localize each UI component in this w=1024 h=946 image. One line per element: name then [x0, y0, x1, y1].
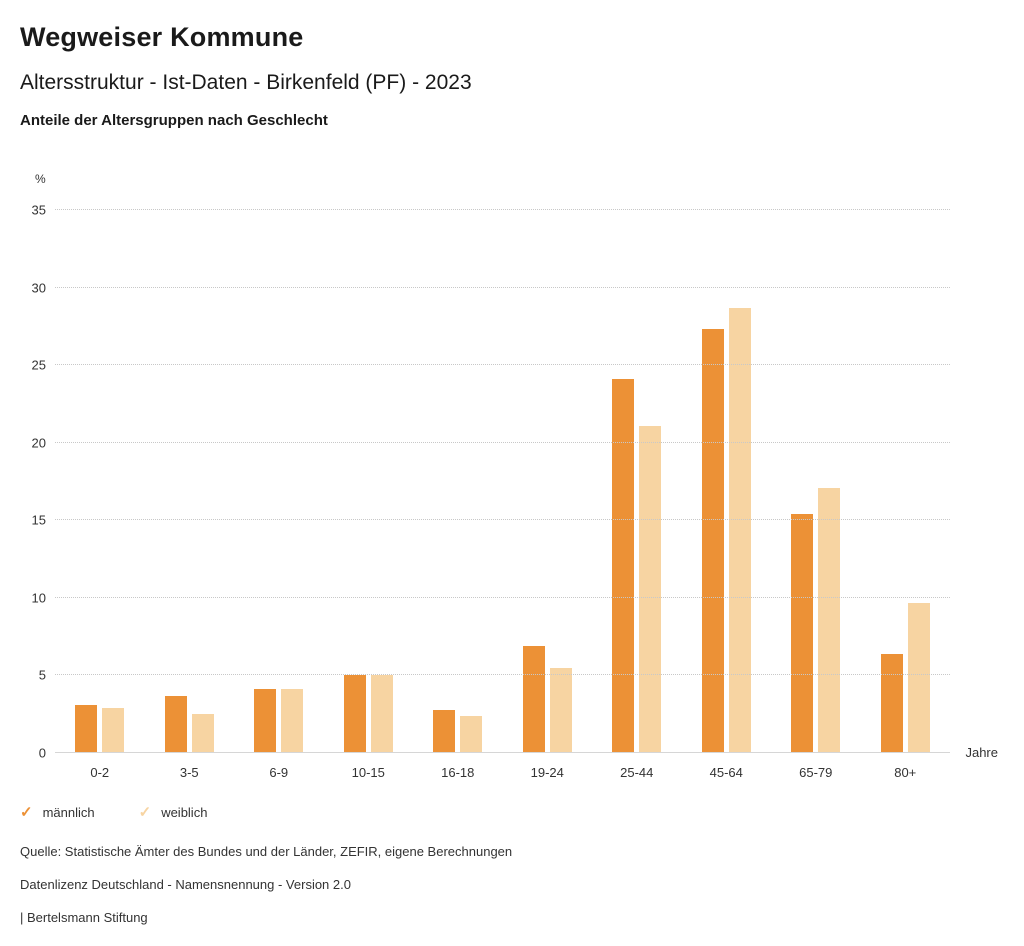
gridline [55, 596, 950, 598]
x-axis-tick-label: 10-15 [351, 765, 385, 780]
bar-group [682, 210, 772, 753]
chart-subsubtitle: Anteile der Altersgruppen nach Geschlech… [20, 112, 328, 129]
bar-männlich-80+[interactable] [880, 653, 903, 753]
checkmark-icon: ✓ [20, 804, 33, 821]
page-title: Wegweiser Kommune [20, 22, 304, 52]
gridline [55, 286, 950, 288]
bar-group [145, 210, 235, 753]
x-axis-tick-label: 45-64 [709, 765, 743, 780]
bar-weiblich-3-5[interactable] [191, 714, 214, 753]
y-axis-tick-label: 15 [31, 512, 46, 528]
x-axis-tick-label: 80+ [894, 765, 917, 780]
bar-weiblich-19-24[interactable] [549, 667, 572, 753]
y-axis-tick-label: 10 [31, 590, 46, 606]
bar-weiblich-80+[interactable] [907, 602, 930, 753]
gridline [55, 441, 950, 443]
bar-männlich-6-9[interactable] [254, 689, 277, 753]
x-axis-tick-label: 3-5 [179, 765, 199, 780]
x-axis-labels: 0-2 3-5 6-9 10-15 16-18 19-24 25-44 45-64 65-79 8… [55, 765, 950, 780]
bar-weiblich-0-2[interactable] [102, 708, 125, 753]
y-axis-tick-label: 25 [31, 357, 46, 373]
bar-weiblich-16-18[interactable] [460, 715, 483, 753]
bar-männlich-16-18[interactable] [433, 709, 456, 753]
legend-item-label: männlich [42, 804, 95, 820]
legend-item-label: weiblich [161, 804, 208, 820]
y-axis-tick-label: 35 [31, 202, 46, 218]
x-axis-tick-label: 0-2 [90, 765, 110, 780]
bar-männlich-65-79[interactable] [791, 514, 814, 753]
bar-groups [55, 210, 950, 753]
gridline [55, 752, 950, 753]
bar-group [503, 210, 593, 753]
bar-group [771, 210, 861, 753]
bar-weiblich-10-15[interactable] [370, 675, 393, 753]
x-axis-tick-label: 16-18 [441, 765, 475, 780]
gridline [55, 364, 950, 366]
legend-item-weiblich[interactable]: ✓ weiblich [139, 803, 208, 821]
source-text: Quelle: Statistische Ämter des Bundes un… [20, 844, 513, 859]
chart-header: Wegweiser Kommune Altersstruktur - Ist-D… [0, 0, 1024, 129]
bar-weiblich-25-44[interactable] [639, 425, 662, 753]
y-axis-tick-label: 0 [38, 745, 46, 761]
x-axis-tick-label: 25-44 [620, 765, 654, 780]
bar-männlich-19-24[interactable] [522, 645, 545, 753]
y-axis-tick-label: 5 [38, 667, 46, 683]
bar-group [55, 210, 145, 753]
x-axis-tick-label: 19-24 [530, 765, 564, 780]
bar-group [592, 210, 682, 753]
bar-männlich-25-44[interactable] [612, 379, 635, 753]
bar-chart: % 0-2 3-5 6-9 10-15 16-18 19-24 25-44 45-64 65-7… [32, 172, 998, 780]
chart-subtitle: Altersstruktur - Ist-Daten - Birkenfeld … [20, 71, 472, 94]
y-axis-unit-label: % [35, 172, 46, 186]
legend-item-männlich[interactable]: ✓ männlich [20, 803, 95, 821]
bar-weiblich-65-79[interactable] [818, 487, 841, 753]
bar-männlich-45-64[interactable] [701, 329, 724, 753]
bar-männlich-0-2[interactable] [75, 704, 98, 753]
y-axis-tick-label: 20 [31, 435, 46, 451]
y-axis-tick-label: 30 [31, 280, 46, 296]
license-text: Datenlizenz Deutschland - Namensnennung … [20, 877, 351, 892]
bar-group [324, 210, 414, 753]
x-axis-tick-label: 65-79 [799, 765, 833, 780]
checkmark-icon: ✓ [138, 804, 152, 821]
bar-weiblich-45-64[interactable] [728, 307, 751, 753]
bar-group [234, 210, 324, 753]
chart-footer: Quelle: Statistische Ämter des Bundes un… [20, 844, 512, 943]
gridline [55, 209, 950, 210]
bar-weiblich-6-9[interactable] [281, 689, 304, 753]
x-axis-unit-label: Jahre [965, 745, 998, 760]
attribution-text: | Bertelsmann Stiftung [20, 910, 148, 925]
bar-group [413, 210, 503, 753]
chart-legend: ✓ männlich ✓ weiblich [20, 803, 207, 821]
bar-männlich-3-5[interactable] [164, 695, 187, 753]
bar-männlich-10-15[interactable] [343, 675, 366, 753]
x-axis-tick-label: 6-9 [269, 765, 289, 780]
bar-group [861, 210, 951, 753]
gridline [55, 519, 950, 521]
gridline [55, 674, 950, 676]
